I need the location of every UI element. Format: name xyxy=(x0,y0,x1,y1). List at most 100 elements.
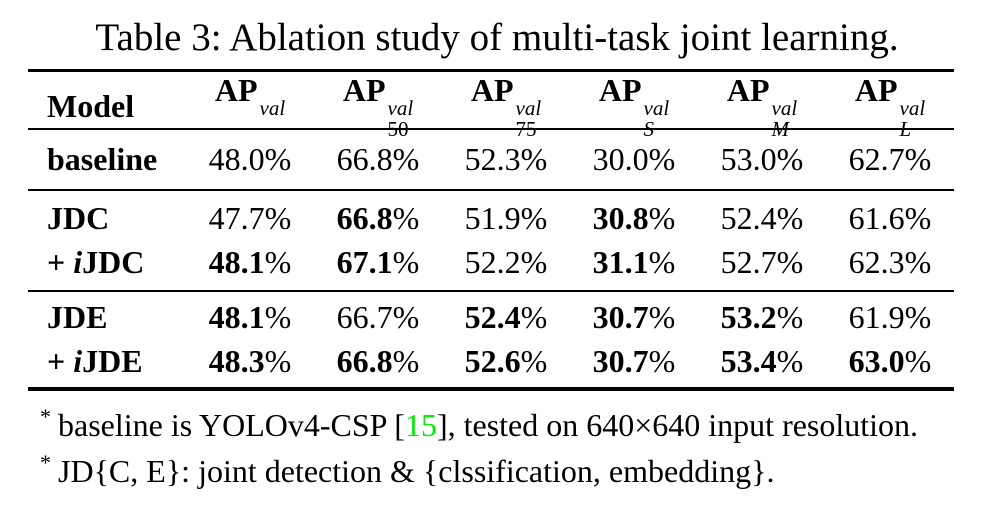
percent-sign: % xyxy=(520,299,548,335)
value-cell: 52.3% xyxy=(442,141,570,178)
value-cell: 30.0% xyxy=(570,141,698,178)
metric-value: 30.7 xyxy=(592,299,649,335)
percent-sign: % xyxy=(520,200,548,236)
metric-value: 52.7 xyxy=(720,244,777,280)
ap-supsub: val xyxy=(260,98,286,140)
percent-sign: % xyxy=(904,343,932,379)
percent-sign: % xyxy=(776,343,804,379)
ap-superscript: val xyxy=(899,96,926,120)
metric-value: 52.3 xyxy=(464,141,521,177)
value-cell: 62.7% xyxy=(826,141,954,178)
value-cell: 47.7% xyxy=(186,200,314,237)
value-cell: 30.7% xyxy=(570,299,698,336)
ap-superscript: val xyxy=(771,96,798,120)
metric-value: 53.0 xyxy=(720,141,777,177)
ap-supsub: val 75 xyxy=(516,98,542,140)
model-name: baseline xyxy=(47,141,158,177)
ap-superscript: val xyxy=(259,96,286,120)
metric-value: 53.2 xyxy=(720,299,777,335)
percent-sign: % xyxy=(392,141,420,177)
percent-sign: % xyxy=(264,200,292,236)
percent-sign: % xyxy=(776,299,804,335)
metric-value: 48.3 xyxy=(208,343,265,379)
value-cell: 52.4% xyxy=(698,200,826,237)
table-header-section: Model AP val AP val 50 AP val 75 AP val S AP val M AP va… xyxy=(28,72,954,140)
value-cell: 52.6% xyxy=(442,343,570,380)
metric-value: 66.7 xyxy=(336,299,393,335)
model-name: JDC xyxy=(82,244,145,280)
value-cell: 62.3% xyxy=(826,244,954,281)
metric-value: 51.9 xyxy=(464,200,521,236)
ap-subscript: 75 xyxy=(515,117,537,141)
percent-sign: % xyxy=(648,244,676,280)
metric-value: 52.4 xyxy=(464,299,521,335)
footnote-text: JD{C, E}: joint detection & {clssificati… xyxy=(58,453,775,489)
table-section: baseline 48.0% 66.8% 52.3% 30.0% 53.0% 62.7% xyxy=(28,130,954,191)
table-row-jde: JDE 48.1% 66.7% 52.4% 30.7% 53.2% 61.9% xyxy=(28,296,954,340)
column-header-ap-S: AP val S xyxy=(570,72,698,140)
value-cell: 63.0% xyxy=(826,343,954,380)
column-header-model: Model xyxy=(47,87,135,124)
plus-sign: + xyxy=(47,244,74,280)
table-row-baseline: baseline 48.0% 66.8% 52.3% 30.0% 53.0% 62.7% xyxy=(28,138,954,182)
value-cell: 52.4% xyxy=(442,299,570,336)
footnotes: * baseline is YOLOv4-CSP [15], tested on … xyxy=(40,404,994,496)
ap-label: AP xyxy=(854,72,898,108)
table-row-ijdc: + iJDC 48.1% 67.1% 52.2% 31.1% 52.7% 62.3% xyxy=(28,241,954,285)
value-cell: 61.9% xyxy=(826,299,954,336)
percent-sign: % xyxy=(264,244,292,280)
value-cell: 66.8% xyxy=(314,200,442,237)
percent-sign: % xyxy=(648,343,676,379)
metric-value: 66.8 xyxy=(336,141,393,177)
value-cell: 53.0% xyxy=(698,141,826,178)
metric-value: 30.7 xyxy=(592,343,649,379)
table-body: baseline 48.0% 66.8% 52.3% 30.0% 53.0% 62.7% JD… xyxy=(28,130,954,387)
value-cell: 66.7% xyxy=(314,299,442,336)
ap-supsub: val M xyxy=(772,98,798,140)
italic-i-prefix: i xyxy=(73,343,83,379)
metric-value: 66.8 xyxy=(336,200,393,236)
metric-value: 66.8 xyxy=(336,343,393,379)
percent-sign: % xyxy=(776,141,804,177)
value-cell: 53.4% xyxy=(698,343,826,380)
metric-value: 30.0 xyxy=(592,141,649,177)
value-cell: 30.7% xyxy=(570,343,698,380)
ap-subscript: S xyxy=(643,117,655,141)
metric-value: 63.0 xyxy=(848,343,905,379)
ap-label: AP xyxy=(726,72,770,108)
percent-sign: % xyxy=(264,141,292,177)
percent-sign: % xyxy=(520,343,548,379)
metric-value: 62.7 xyxy=(848,141,905,177)
percent-sign: % xyxy=(904,200,932,236)
value-cell: 52.2% xyxy=(442,244,570,281)
ap-label: AP xyxy=(342,72,386,108)
citation-link[interactable]: 15 xyxy=(404,407,437,443)
column-header-ap-50: AP val 50 xyxy=(314,72,442,140)
table-row-ijde: + iJDE 48.3% 66.8% 52.6% 30.7% 53.4% 63.0% xyxy=(28,340,954,384)
ap-superscript: val xyxy=(387,96,414,120)
value-cell: 48.1% xyxy=(186,299,314,336)
model-name: JDE xyxy=(82,343,143,379)
footnote-text: baseline is YOLOv4-CSP [ xyxy=(58,407,405,443)
percent-sign: % xyxy=(392,299,420,335)
value-cell: 51.9% xyxy=(442,200,570,237)
column-header-ap-val: AP val xyxy=(186,72,314,140)
table-section: JDC 47.7% 66.8% 51.9% 30.8% 52.4% 61.6% + iJDC 4… xyxy=(28,191,954,292)
table-header-row: Model AP val AP val 50 AP val 75 AP val S AP val M AP va… xyxy=(28,72,954,140)
value-cell: 31.1% xyxy=(570,244,698,281)
percent-sign: % xyxy=(648,200,676,236)
metric-value: 52.6 xyxy=(464,343,521,379)
metric-value: 31.1 xyxy=(592,244,649,280)
percent-sign: % xyxy=(264,343,292,379)
ap-label: AP xyxy=(470,72,514,108)
ap-label: AP xyxy=(214,72,258,108)
percent-sign: % xyxy=(520,141,548,177)
value-cell: 48.0% xyxy=(186,141,314,178)
table-section: JDE 48.1% 66.7% 52.4% 30.7% 53.2% 61.9% + iJDE 4… xyxy=(28,292,954,387)
italic-i-prefix: i xyxy=(73,244,83,280)
ap-supsub: val L xyxy=(900,98,926,140)
column-header-ap-M: AP val M xyxy=(698,72,826,140)
value-cell: 53.2% xyxy=(698,299,826,336)
column-header-ap-75: AP val 75 xyxy=(442,72,570,140)
